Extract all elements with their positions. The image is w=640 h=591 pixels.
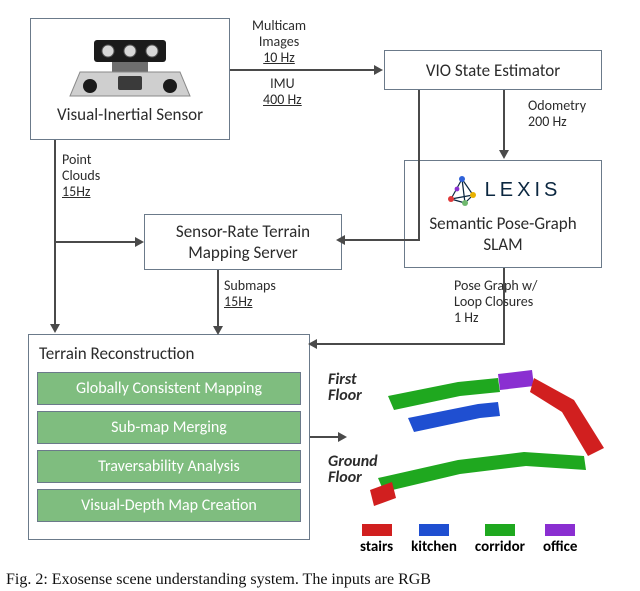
edge-slam-left — [316, 343, 505, 345]
edge-terrain-out — [310, 436, 340, 438]
edge-vio-srtms-h — [344, 239, 420, 241]
node-terrain: Terrain Reconstruction Globally Consiste… — [28, 334, 310, 540]
edge-vio-slam — [503, 90, 505, 152]
node-sensor: Visual-Inertial Sensor — [30, 18, 230, 140]
label-multicam: Multicam Images 10 Hz — [252, 18, 306, 66]
node-srtms: Sensor-Rate Terrain Mapping Server — [144, 214, 342, 270]
node-slam-label-2: SLAM — [483, 234, 522, 255]
swatch-office — [545, 524, 575, 536]
node-slam-label-1: Semantic Pose-Graph — [429, 213, 576, 234]
arrowhead-icon — [338, 432, 347, 442]
label-pgraph: Pose Graph w/ Loop Closures 1 Hz — [454, 278, 537, 326]
node-vio: VIO State Estimator — [384, 50, 602, 90]
legend-item-office: office — [543, 524, 577, 556]
node-slam: LEXIS Semantic Pose-Graph SLAM — [404, 160, 602, 268]
node-vio-label: VIO State Estimator — [426, 60, 560, 81]
arrowhead-icon — [374, 65, 383, 75]
node-srtms-label-1: Sensor-Rate Terrain — [176, 221, 310, 242]
edge-srtms-terrain — [217, 270, 219, 328]
arrowhead-icon — [336, 235, 345, 245]
lexis-mark-icon — [445, 173, 479, 207]
edge-vio-srtms-v — [418, 90, 420, 240]
terrain-sub-3: Visual-Depth Map Creation — [37, 489, 301, 522]
legend: stairs kitchen corridor office — [360, 524, 577, 556]
label-ground-floor: GroundFloor — [328, 454, 378, 486]
node-terrain-title: Terrain Reconstruction — [37, 341, 301, 366]
arrowhead-icon — [213, 326, 223, 335]
arrowhead-icon — [308, 339, 317, 349]
legend-item-kitchen: kitchen — [411, 524, 457, 556]
lexis-logo: LEXIS — [445, 173, 562, 207]
label-imu: IMU 400 Hz — [263, 76, 302, 108]
sensor-icon — [60, 34, 200, 104]
edge-sensor-vio — [230, 69, 376, 71]
legend-item-corridor: corridor — [475, 524, 525, 556]
edge-sensor-down — [54, 140, 56, 326]
terrain-sub-2: Traversability Analysis — [37, 450, 301, 483]
node-srtms-label-2: Mapping Server — [188, 242, 297, 263]
lexis-text: LEXIS — [485, 179, 562, 202]
legend-item-stairs: stairs — [360, 524, 393, 556]
label-pclouds: Point Clouds 15Hz — [62, 152, 100, 200]
figure-caption: Fig. 2: Exosense scene understanding sys… — [6, 571, 431, 589]
terrain-sub-0: Globally Consistent Mapping — [37, 372, 301, 405]
label-first-floor: FirstFloor — [328, 372, 362, 404]
swatch-stairs — [362, 524, 392, 536]
swatch-kitchen — [419, 524, 449, 536]
edge-pc-branch-h — [54, 241, 137, 243]
terrain-sub-1: Sub-map Merging — [37, 411, 301, 444]
arrowhead-icon — [50, 324, 60, 333]
arrowhead-icon — [135, 237, 144, 247]
label-odom: Odometry 200 Hz — [528, 98, 586, 130]
node-sensor-label: Visual-Inertial Sensor — [57, 104, 203, 125]
semantic-map-icon — [348, 360, 624, 520]
swatch-corridor — [485, 524, 515, 536]
arrowhead-icon — [499, 150, 509, 159]
label-submaps: Submaps 15Hz — [224, 278, 276, 310]
